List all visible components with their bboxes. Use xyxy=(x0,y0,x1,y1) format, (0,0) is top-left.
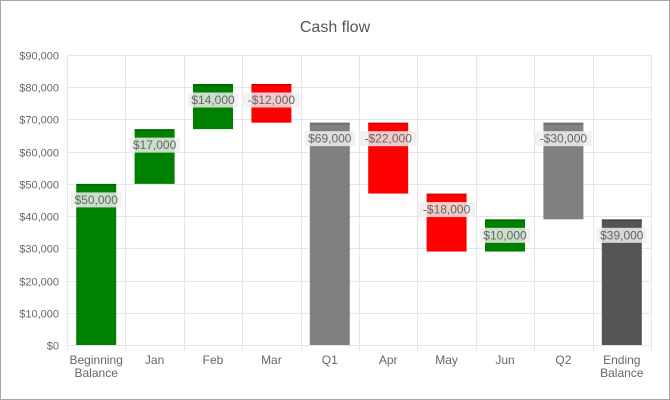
data-label-box xyxy=(535,131,592,147)
y-tick-label: $0 xyxy=(47,341,59,353)
x-tick-label: Q2 xyxy=(555,353,571,367)
data-label: -$18,000 xyxy=(423,203,471,217)
bar-cap xyxy=(601,219,642,222)
chart-title: Cash flow xyxy=(299,19,371,36)
x-tick-label: Balance xyxy=(75,366,119,380)
y-tick-label: $30,000 xyxy=(19,244,59,256)
y-tick-label: $70,000 xyxy=(19,115,59,127)
bar-cap xyxy=(543,122,584,125)
data-label: -$30,000 xyxy=(540,132,588,146)
data-label-box xyxy=(418,202,475,218)
grid-layer xyxy=(67,55,652,351)
bar-cap xyxy=(309,122,350,125)
data-label: -$12,000 xyxy=(248,93,296,107)
data-label-box xyxy=(243,92,300,108)
x-tick-label: Beginning xyxy=(70,353,123,367)
x-tick-label: Feb xyxy=(203,353,224,367)
data-label-box xyxy=(71,192,122,208)
y-tick-label: $60,000 xyxy=(19,148,59,160)
data-label: -$22,000 xyxy=(365,132,413,146)
bar-layer xyxy=(76,84,642,346)
data-label-box xyxy=(596,227,647,243)
x-tick-label: Jun xyxy=(495,353,514,367)
bar-cap xyxy=(251,84,292,86)
x-tick-label: May xyxy=(435,353,458,367)
data-label: $69,000 xyxy=(308,132,352,146)
x-tick-label: Apr xyxy=(379,353,398,367)
data-label-box xyxy=(359,131,417,147)
y-tick-label: $40,000 xyxy=(19,212,59,224)
data-label-box xyxy=(479,227,531,243)
x-tick-label: Q1 xyxy=(322,353,338,367)
bar-increase xyxy=(76,183,117,345)
y-tick-label: $20,000 xyxy=(19,277,59,289)
data-label: $50,000 xyxy=(75,193,119,207)
data-label-box xyxy=(187,92,239,108)
bar-cap xyxy=(193,84,233,86)
x-tick-label: Ending xyxy=(603,353,640,367)
data-label: $10,000 xyxy=(483,228,527,242)
data-label: $17,000 xyxy=(133,138,177,152)
y-tick-label: $90,000 xyxy=(19,51,59,63)
data-label-box xyxy=(304,131,355,147)
data-label: $39,000 xyxy=(600,228,644,242)
data-label-box xyxy=(129,137,180,153)
bar-cap xyxy=(368,122,409,125)
x-tick-label: Jan xyxy=(145,353,164,367)
y-tick-label: $50,000 xyxy=(19,180,59,192)
bar-cap xyxy=(426,193,467,196)
bar-cap xyxy=(134,129,175,132)
x-tick-label: Mar xyxy=(261,353,282,367)
y-tick-label: $80,000 xyxy=(19,83,59,95)
axis-layer: $0 $10,000 $20,000 $30,000 $40,000 $50,000 $60… xyxy=(19,51,644,381)
bar-cap xyxy=(485,219,525,222)
bar-cap xyxy=(76,183,117,186)
data-label: $14,000 xyxy=(191,93,235,107)
y-tick-label: $10,000 xyxy=(19,309,59,321)
x-tick-label: Balance xyxy=(600,366,644,380)
data-label-layer: $50,000 $17,000 $14,000 -$12,000 $69,000 -$22… xyxy=(71,92,647,243)
bar-subtotal xyxy=(309,122,350,346)
